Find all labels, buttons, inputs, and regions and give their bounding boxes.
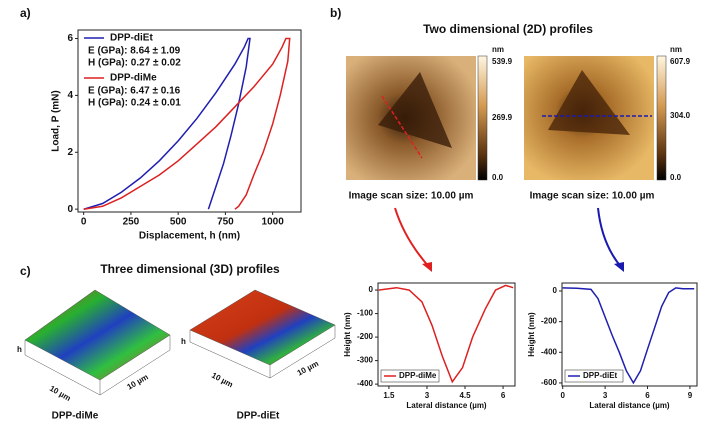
annotation: H (GPa): 0.27 ± 0.02 [88,58,181,69]
legend-label: DPP-diMe [399,371,437,380]
x-axis-label: Lateral distance (µm) [589,401,670,410]
colorbar-label: 0.0 [492,173,504,182]
plot-frame [377,282,516,387]
surface-name: DPP-diEt [237,411,280,422]
plot-frame [561,282,698,387]
y-axis-label: Height (nm) [527,312,536,357]
panel-label: c) [20,264,31,278]
axis-label: h [181,337,186,346]
x-tick-label: 6 [645,391,650,400]
colorbar-unit: nm [670,45,682,54]
x-tick-label: 1.5 [383,391,395,400]
annotation: E (GPa): 6.47 ± 0.16 [88,86,181,97]
x-axis-label: Displacement, h (nm) [139,231,240,242]
x-tick-label: 4.5 [459,391,471,400]
afm-image [346,55,488,181]
y-tick-label: -200 [541,317,558,326]
x-tick-label: 6 [501,391,506,400]
data-line [83,37,251,210]
annotation: E (GPa): 8.64 ± 1.09 [88,46,181,57]
y-tick-label: 0 [553,286,558,295]
panel-label: b) [330,6,341,20]
y-tick-label: 0 [369,285,374,294]
plot-frame [77,29,302,213]
y-tick-label: -200 [357,332,374,341]
legend-label: DPP-diMe [110,73,157,84]
afm-image [524,55,667,181]
legend-box [380,369,440,383]
x-tick-label: 0 [560,391,565,400]
colorbar-label: 269.9 [492,113,513,122]
y-tick-label: 2 [67,147,73,158]
x-tick-label: 3 [603,391,608,400]
section-title: Three dimensional (3D) profiles [100,262,280,276]
x-axis-label: Lateral distance (µm) [406,401,487,410]
colorbar-label: 607.9 [670,57,691,66]
y-tick-label: -400 [541,347,558,356]
y-tick-label: -300 [357,356,374,365]
y-tick-label: -600 [541,378,558,387]
colorbar-unit: nm [492,45,504,54]
image-caption: Image scan size: 10.00 µm [530,191,655,202]
image-caption: Image scan size: 10.00 µm [349,191,474,202]
arrow [394,207,624,272]
y-tick-label: -100 [357,309,374,318]
x-tick-label: 1000 [262,217,285,228]
colorbar-label: 539.9 [492,57,513,66]
surface-name: DPP-diMe [52,411,99,422]
colorbar-label: 0.0 [670,173,682,182]
x-tick-label: 0 [81,217,87,228]
section-title: Two dimensional (2D) profiles [423,22,593,36]
legend-label: DPP-diEt [110,33,153,44]
data-line [83,37,291,210]
axis-label: 10 µm [296,359,320,378]
legend-box [564,369,624,383]
x-tick-label: 9 [688,391,693,400]
axis-label: h [17,345,22,354]
y-tick-label: -400 [357,379,374,388]
axis-label: 10 µm [126,372,150,391]
panel-label: a) [20,6,31,20]
data-line [562,287,695,385]
y-tick-label: 4 [67,90,73,101]
axis-label: 10 µm [210,371,234,390]
surface-3d [24,289,171,396]
y-tick-label: 0 [67,204,73,215]
x-tick-label: 3 [425,391,430,400]
axis-label: 10 µm [48,384,72,403]
x-tick-label: 500 [170,217,187,228]
y-axis-label: Load, P (mN) [51,90,62,151]
colorbar-label: 304.0 [670,111,691,120]
x-tick-label: 750 [217,217,234,228]
legend-label: DPP-diEt [583,371,618,380]
data-line [378,284,514,384]
surface-3d [189,289,336,379]
y-axis-label: Height (nm) [343,312,352,357]
y-tick-label: 6 [67,33,73,44]
annotation: H (GPa): 0.24 ± 0.01 [88,98,181,109]
x-tick-label: 250 [123,217,140,228]
